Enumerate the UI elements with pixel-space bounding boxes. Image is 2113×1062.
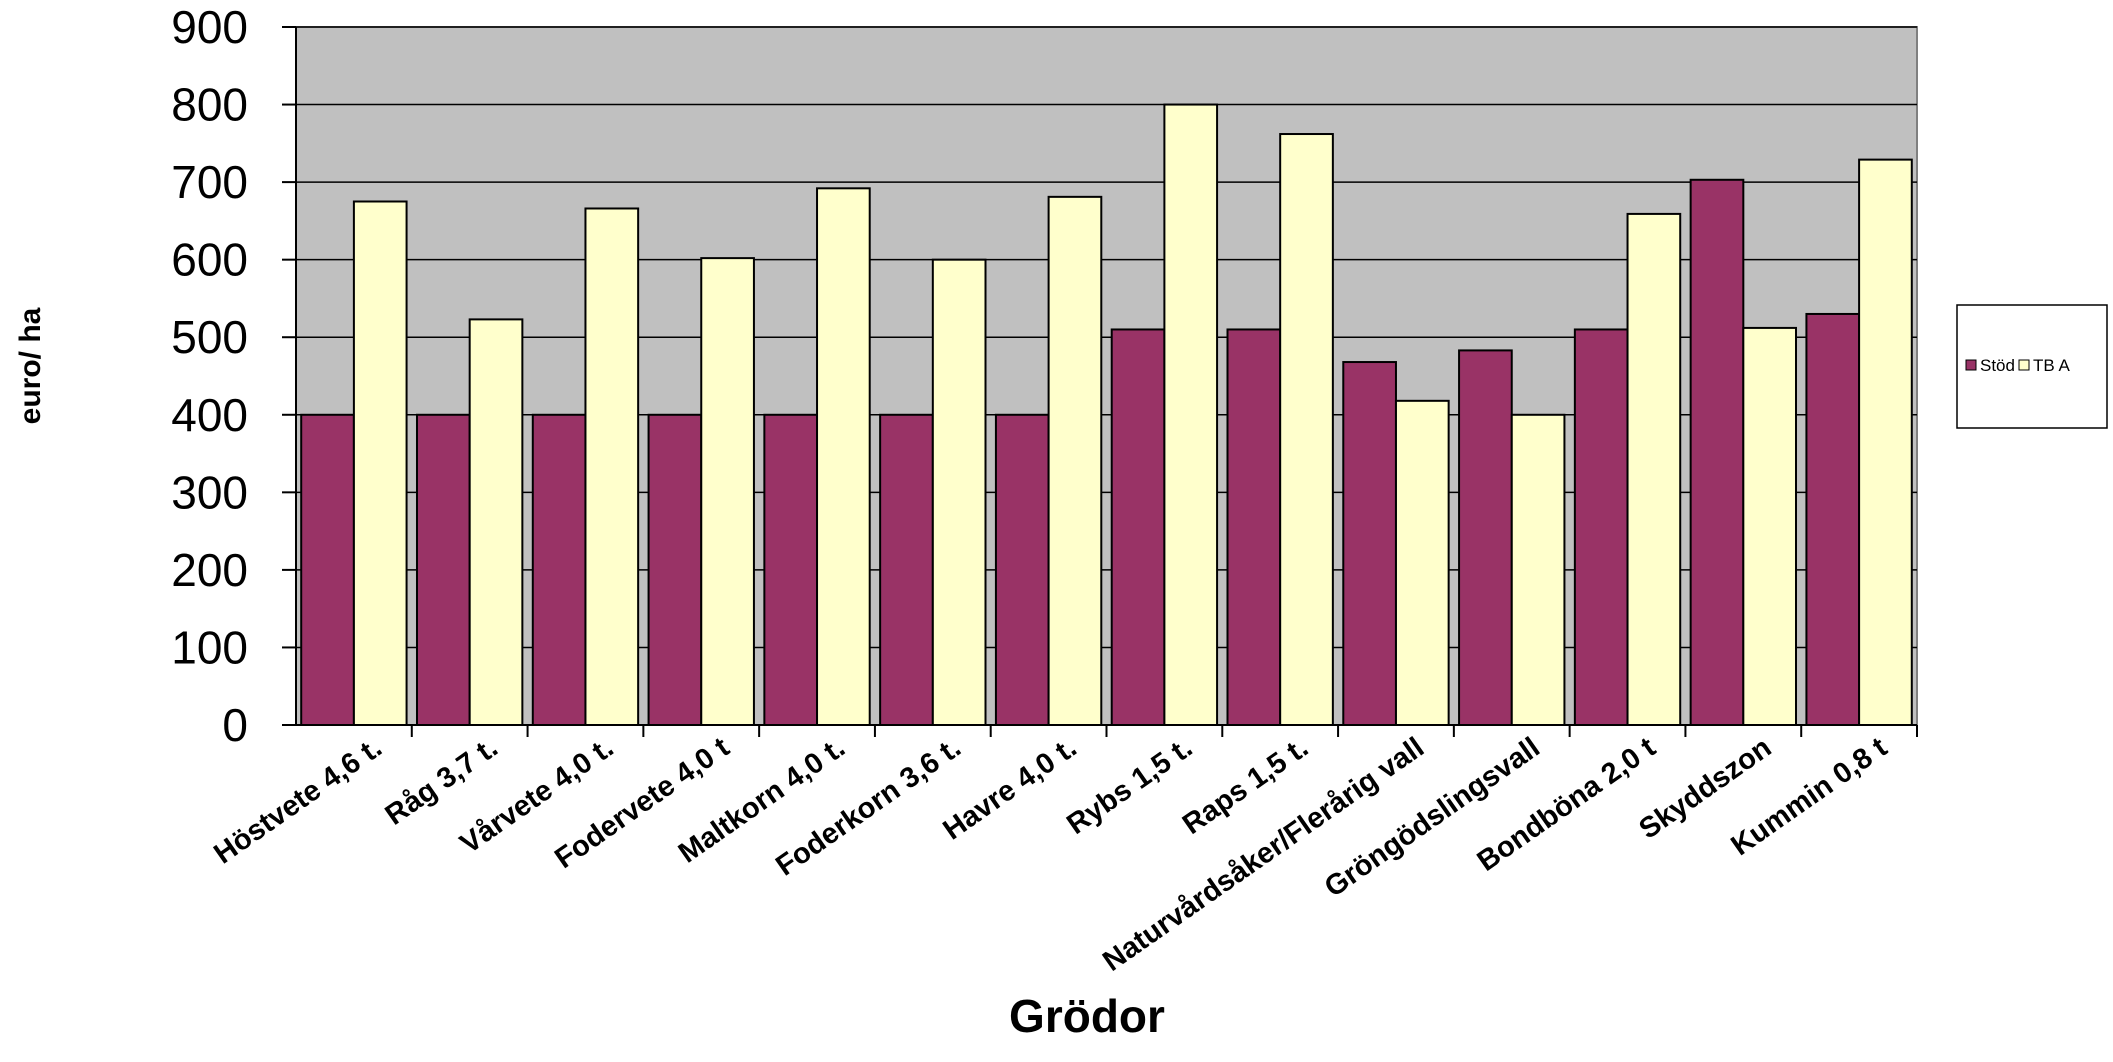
legend-box bbox=[1956, 304, 2108, 429]
bar-stod-naturvardsaker-flerarig-vall bbox=[1342, 361, 1397, 726]
bar-stod-fodervete-4-0-t bbox=[647, 413, 703, 726]
bar-tb-a-naturvardsaker-flerarig-vall bbox=[1394, 399, 1450, 726]
legend-swatch-stod bbox=[1965, 359, 1977, 371]
bar-stod-havre-4-0-t bbox=[994, 413, 1050, 726]
bar-tb-a-rag-3-7-t bbox=[468, 318, 524, 726]
bar-tb-a-havre-4-0-t bbox=[1047, 195, 1103, 726]
x-tick-label: Rybs 1,5 t. bbox=[1061, 732, 1198, 841]
x-tick-label: Gröngödslingsvall bbox=[1319, 732, 1546, 904]
bar-tb-a-rybs-1-5-t bbox=[1163, 103, 1219, 727]
y-tick-label: 0 bbox=[222, 699, 248, 751]
bar-tb-a-maltkorn-4-0-t bbox=[816, 187, 871, 726]
bar-tb-a-varvete-4-0-t bbox=[584, 207, 640, 727]
bar-stod-raps-1-5-t bbox=[1226, 328, 1282, 726]
bar-tb-a-hostvete-4-6-t bbox=[352, 200, 408, 726]
legend-label-tb-a: TB A bbox=[2033, 356, 2071, 375]
legend-swatch-tb-a bbox=[2018, 359, 2030, 371]
y-tick-label: 700 bbox=[171, 156, 248, 208]
x-axis-ticks: Höstvete 4,6 t.Råg 3,7 t.Vårvete 4,0 t.F… bbox=[208, 725, 1918, 978]
y-axis-ticks: 0 100 200 300 400 500 600 700 800 900 bbox=[171, 1, 296, 751]
y-tick-label: 800 bbox=[171, 79, 248, 131]
bar-tb-a-skyddszon bbox=[1742, 326, 1798, 726]
bar-tb-a-foderkorn-3-6-t bbox=[931, 258, 987, 726]
y-tick-label: 100 bbox=[171, 621, 248, 673]
y-tick-label: 400 bbox=[171, 389, 248, 441]
bar-tb-a-fodervete-4-0-t bbox=[700, 257, 755, 726]
x-tick-label: Höstvete 4,6 t. bbox=[208, 732, 387, 871]
y-axis-title: euro/ ha bbox=[14, 307, 47, 424]
bar-tb-a-bondbona-2-0-t bbox=[1626, 212, 1682, 727]
bar-stod-foderkorn-3-6-t bbox=[879, 413, 934, 726]
bar-stod-varvete-4-0-t bbox=[531, 413, 587, 726]
bar-stod-kummin-0-8-t bbox=[1805, 312, 1861, 726]
bar-tb-a-kummin-0-8-t bbox=[1858, 158, 1913, 726]
bar-stod-skyddszon bbox=[1689, 178, 1745, 727]
y-tick-label: 600 bbox=[171, 234, 248, 286]
bar-stod-grongodslingsvall bbox=[1458, 349, 1513, 726]
bar-stod-bondbona-2-0-t bbox=[1573, 328, 1629, 726]
y-tick-label: 900 bbox=[171, 1, 248, 53]
y-tick-label: 200 bbox=[171, 544, 248, 596]
y-tick-label: 500 bbox=[171, 311, 248, 363]
legend-label-stod: Stöd bbox=[1980, 356, 2015, 375]
bars bbox=[300, 103, 1913, 727]
bar-tb-a-raps-1-5-t bbox=[1279, 133, 1334, 726]
legend: Stöd TB A bbox=[1956, 304, 2108, 429]
y-tick-label: 300 bbox=[171, 466, 248, 518]
bar-stod-maltkorn-4-0-t bbox=[763, 413, 819, 726]
x-axis-title: Grödor bbox=[1009, 990, 1165, 1042]
bar-stod-hostvete-4-6-t bbox=[300, 413, 355, 726]
bar-stod-rag-3-7-t bbox=[415, 413, 471, 726]
bar-stod-rybs-1-5-t bbox=[1110, 328, 1166, 726]
bar-tb-a-grongodslingsvall bbox=[1510, 413, 1566, 726]
